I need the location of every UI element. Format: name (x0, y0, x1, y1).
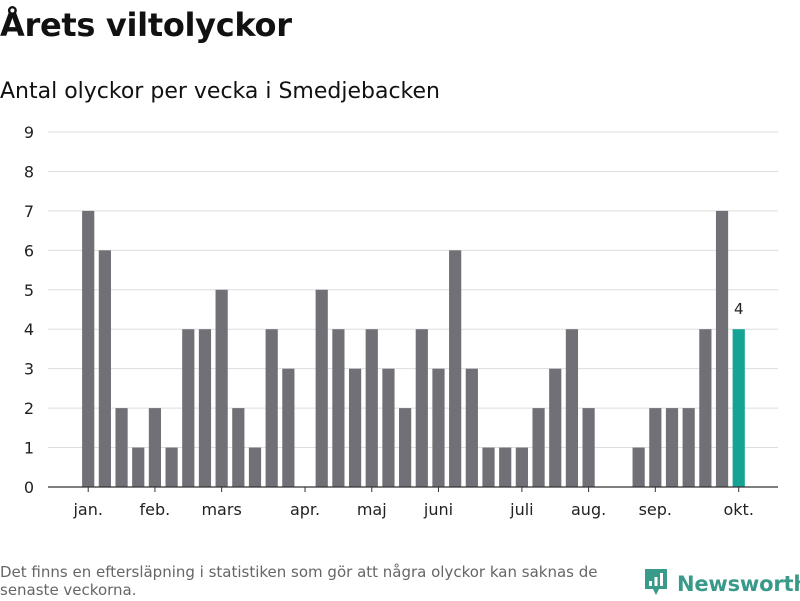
bar-week-13 (282, 368, 295, 487)
bar-week-34 (632, 447, 645, 487)
bar-chart: 0 1 2 3 4 5 6 7 8 9 jan. feb. mars apr. maj juni juli au… (24, 123, 778, 519)
bar-week-38 (699, 329, 712, 487)
highlight-value-label: 4 (734, 300, 744, 318)
bar-week-37 (682, 408, 695, 487)
y-tick-label: 4 (24, 320, 34, 339)
x-tick-label: juli (509, 500, 533, 519)
bar-week-12 (265, 329, 278, 487)
x-tick-label: okt. (724, 500, 754, 519)
y-tick-label: 8 (24, 162, 34, 181)
bar-week-5 (148, 408, 162, 487)
bar-week-36 (665, 408, 679, 487)
bar-week-16 (332, 329, 345, 487)
brand-name: Newsworthy (677, 572, 800, 596)
bar-week-21 (415, 329, 428, 487)
y-tick-label: 7 (24, 202, 34, 221)
x-tick-label: aug. (571, 500, 606, 519)
bar-week-1 (82, 210, 95, 487)
x-tick-label: maj (357, 500, 387, 519)
newsworthy-logo-icon (643, 567, 669, 601)
bar-week-26 (499, 447, 512, 487)
bar-week-2 (98, 250, 111, 487)
bar-week-11 (248, 447, 262, 487)
bar-week-10 (232, 408, 245, 487)
bar-week-22 (432, 368, 445, 487)
bar-week-27 (515, 447, 528, 487)
bar-week-30 (565, 329, 579, 487)
bar-week-9 (215, 289, 228, 487)
bar-week-31 (582, 408, 595, 487)
bar-week-40 (732, 329, 745, 487)
bar-week-17 (348, 368, 362, 487)
bar-week-7 (182, 329, 195, 487)
footnote: Det finns en eftersläpning i statistiken… (0, 563, 598, 599)
bar-week-29 (549, 368, 562, 487)
y-tick-label: 5 (24, 281, 34, 300)
y-tick-label: 3 (24, 360, 34, 379)
bar-week-3 (115, 408, 128, 487)
bar-week-35 (649, 408, 662, 487)
bar-week-39 (715, 210, 729, 487)
bar-week-24 (465, 368, 478, 487)
x-axis: jan. feb. mars apr. maj juni juli aug. sep. okt. (48, 486, 778, 519)
bar-week-15 (315, 289, 328, 487)
bar-week-19 (382, 368, 395, 487)
bar-week-18 (365, 329, 378, 487)
y-axis: 0 1 2 3 4 5 6 7 8 9 (24, 123, 34, 497)
bar-week-28 (532, 408, 545, 487)
gridlines (48, 131, 778, 449)
bar-week-8 (198, 329, 212, 487)
chart-subtitle: Antal olyckor per vecka i Smedjebacken (0, 79, 440, 104)
y-tick-label: 2 (24, 399, 34, 418)
y-tick-label: 1 (24, 439, 34, 458)
x-tick-label: juni (423, 500, 453, 519)
y-tick-label: 0 (24, 478, 34, 497)
y-tick-label: 9 (24, 123, 34, 142)
x-tick-label: feb. (140, 500, 171, 519)
x-tick-label: jan. (72, 500, 102, 519)
x-tick-label: apr. (290, 500, 320, 519)
bar-week-25 (482, 447, 495, 487)
data-labels: 4 (734, 300, 744, 318)
brand[interactable]: Newsworthy (643, 568, 800, 600)
y-tick-label: 6 (24, 241, 34, 260)
bar-week-23 (449, 250, 462, 487)
bar-week-6 (165, 447, 178, 487)
bar-week-20 (399, 408, 412, 487)
x-tick-label: mars (201, 500, 241, 519)
bars (82, 210, 745, 487)
bar-week-4 (132, 447, 145, 487)
chart-title: Årets viltolyckor (0, 6, 292, 44)
x-tick-label: sep. (639, 500, 672, 519)
